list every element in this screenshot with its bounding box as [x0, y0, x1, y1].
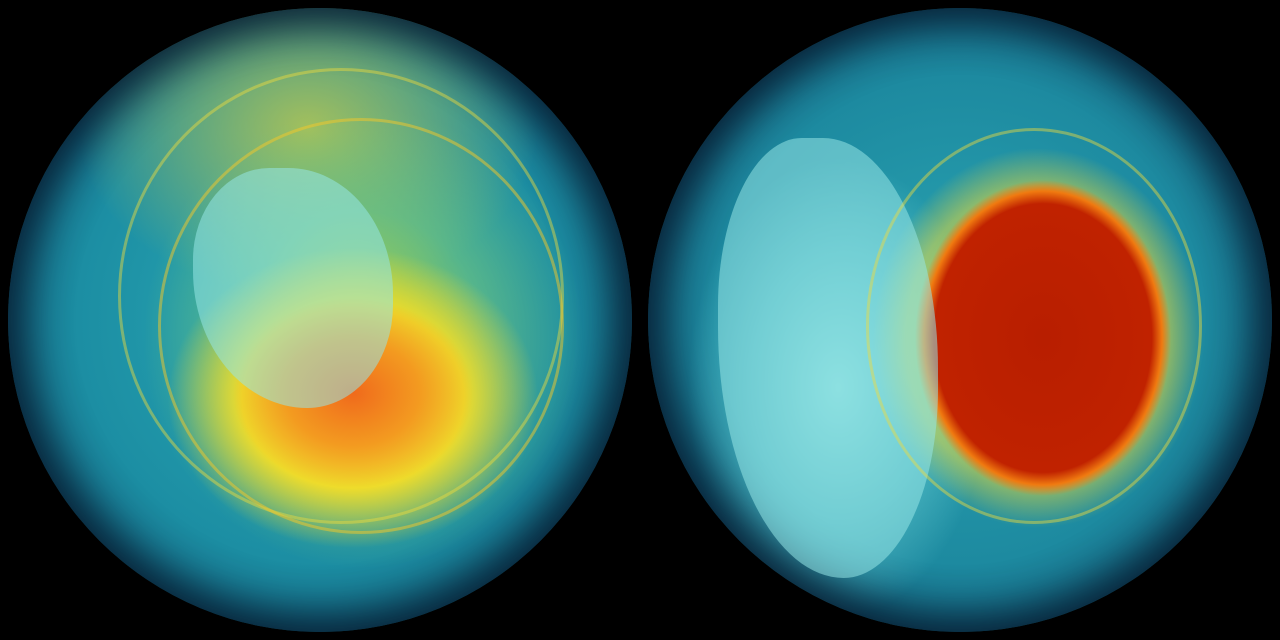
swirl-band: [158, 118, 564, 534]
left-globe-visualization: [8, 8, 632, 632]
right-globe-visualization: [648, 8, 1272, 632]
swirl-band: [866, 128, 1202, 524]
